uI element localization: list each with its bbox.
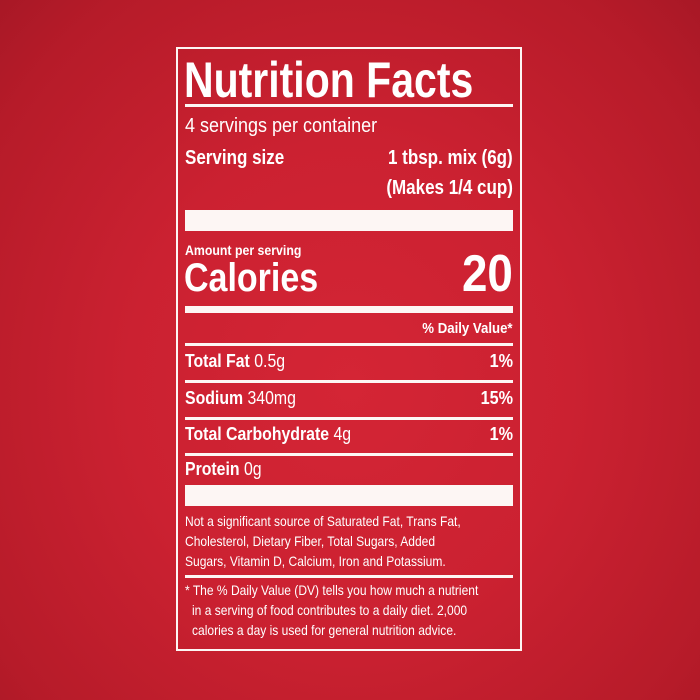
nutrient-amount: 340mg <box>247 388 296 408</box>
divider <box>185 343 513 346</box>
serving-size-label: Serving size <box>185 147 285 169</box>
nutrient-dv: 1% <box>489 351 513 371</box>
nutrient-amount: 0.5g <box>254 351 286 371</box>
daily-value-header: % Daily Value* <box>422 320 513 337</box>
nutrient-name: Total Fat <box>185 351 250 371</box>
thick-divider <box>185 210 513 231</box>
calories-value: 20 <box>462 245 513 303</box>
label-title: Nutrition Facts <box>184 52 474 108</box>
thick-divider <box>185 485 513 506</box>
amount-per-serving: Amount per serving <box>185 242 302 258</box>
footnote-line: in a serving of food contributes to a da… <box>192 602 468 618</box>
divider <box>185 380 513 383</box>
serving-size-value: 1 tbsp. mix (6g) <box>388 147 513 169</box>
nutrition-facts-label: Nutrition Facts 4 servings per container… <box>176 47 522 651</box>
nutrient-name: Protein <box>185 459 240 479</box>
divider <box>185 575 513 578</box>
divider <box>185 104 513 107</box>
nutrient-name: Total Carbohydrate <box>185 424 330 444</box>
footnote-line: * The % Daily Value (DV) tells you how m… <box>185 582 479 598</box>
divider <box>185 453 513 456</box>
servings-per-container: 4 servings per container <box>185 115 378 137</box>
nutrient-amount: 4g <box>333 424 352 444</box>
medium-divider <box>185 306 513 313</box>
footnote-line: calories a day is used for general nutri… <box>192 622 457 638</box>
nutrient-dv: 1% <box>489 424 513 444</box>
nutrient-amount: 0g <box>243 459 262 479</box>
serving-size-note: (Makes 1/4 cup) <box>386 177 513 199</box>
note-line: Sugars, Vitamin D, Calcium, Iron and Pot… <box>185 553 446 569</box>
calories-label: Calories <box>184 256 319 300</box>
divider <box>185 417 513 420</box>
note-line: Cholesterol, Dietary Fiber, Total Sugars… <box>185 533 436 549</box>
nutrient-name: Sodium <box>185 388 244 408</box>
note-line: Not a significant source of Saturated Fa… <box>185 513 461 529</box>
nutrient-dv: 15% <box>480 388 513 408</box>
